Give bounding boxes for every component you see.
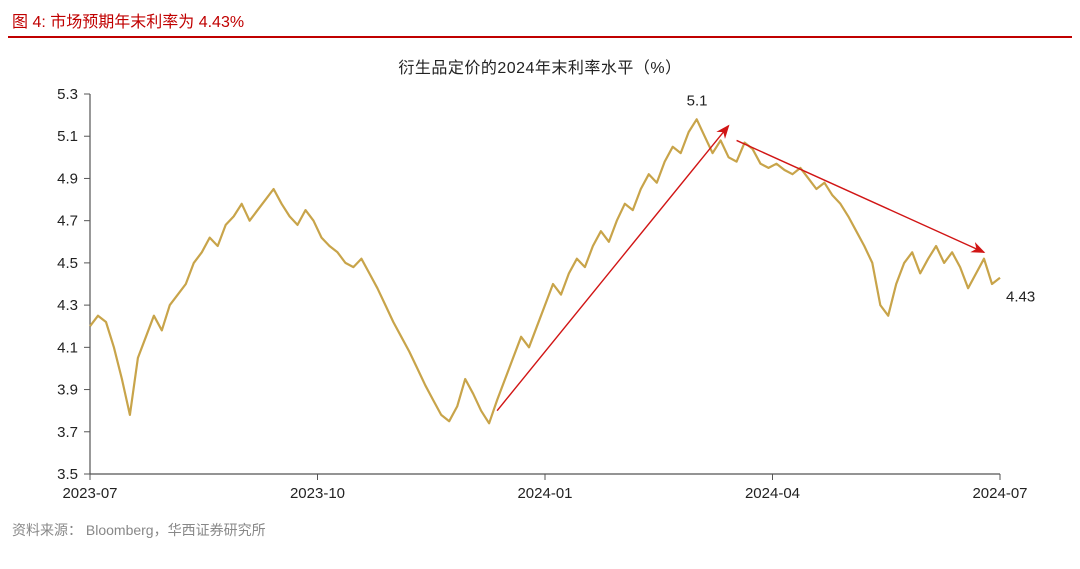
end-annotation: 4.43 bbox=[1006, 289, 1035, 306]
svg-text:4.7: 4.7 bbox=[57, 213, 78, 230]
chart-title: 衍生品定价的2024年末利率水平（%） bbox=[0, 42, 1080, 84]
trend-arrow bbox=[737, 140, 984, 252]
figure-caption: 市场预期年末利率为 4.43% bbox=[50, 14, 244, 31]
svg-text:4.5: 4.5 bbox=[57, 255, 78, 272]
svg-text:3.9: 3.9 bbox=[57, 382, 78, 399]
figure-header: 图 4: 市场预期年末利率为 4.43% bbox=[0, 0, 1080, 36]
trend-arrow bbox=[497, 126, 728, 411]
header-divider bbox=[8, 36, 1072, 38]
chart-area: 3.5 3.7 3.9 4.1 4.3 4.5 4.7 4.9 5.1 5.3 2023-07 202… bbox=[30, 84, 1050, 514]
figure-number: 图 4: bbox=[12, 14, 46, 31]
svg-text:3.5: 3.5 bbox=[57, 466, 78, 483]
source-text: Bloomberg，华西证券研究所 bbox=[86, 522, 266, 538]
svg-text:2024-01: 2024-01 bbox=[517, 485, 572, 502]
svg-text:4.3: 4.3 bbox=[57, 297, 78, 314]
svg-text:2024-07: 2024-07 bbox=[972, 485, 1027, 502]
svg-text:2023-10: 2023-10 bbox=[290, 485, 345, 502]
svg-text:2024-04: 2024-04 bbox=[745, 485, 800, 502]
svg-text:5.3: 5.3 bbox=[57, 86, 78, 103]
chart-figure-container: 图 4: 市场预期年末利率为 4.43% 衍生品定价的2024年末利率水平（%）… bbox=[0, 0, 1080, 569]
line-chart-svg: 3.5 3.7 3.9 4.1 4.3 4.5 4.7 4.9 5.1 5.3 2023-07 202… bbox=[30, 84, 1050, 514]
svg-text:4.1: 4.1 bbox=[57, 339, 78, 356]
rate-series-line bbox=[90, 119, 1000, 423]
source-label: 资料来源： bbox=[12, 522, 82, 538]
source-footer: 资料来源： Bloomberg，华西证券研究所 bbox=[0, 514, 1080, 540]
svg-text:4.9: 4.9 bbox=[57, 170, 78, 187]
peak-annotation: 5.1 bbox=[687, 92, 708, 109]
svg-text:2023-07: 2023-07 bbox=[62, 485, 117, 502]
svg-text:5.1: 5.1 bbox=[57, 128, 78, 145]
svg-text:3.7: 3.7 bbox=[57, 424, 78, 441]
